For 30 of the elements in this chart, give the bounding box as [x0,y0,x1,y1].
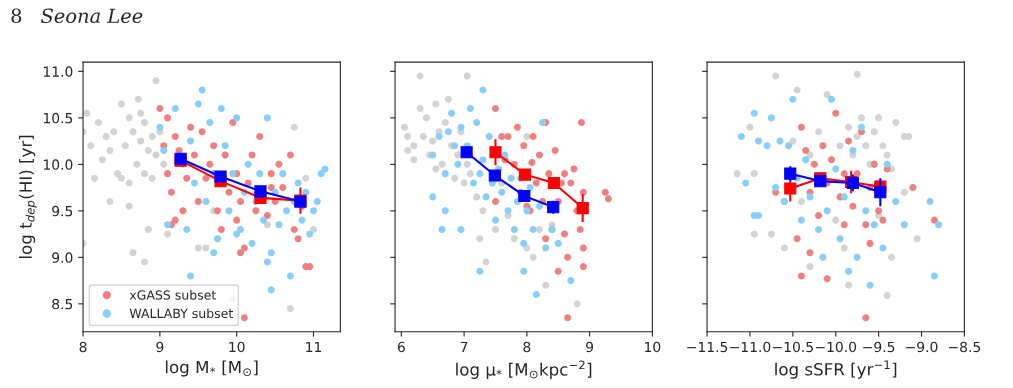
x-tick-label: −10.0 [815,341,857,353]
y-axis-title: log t$_{dep}$(HI) [yr] [19,135,37,259]
x-axis-title: log sSFR [yr$^{−1}$] [775,360,897,379]
y-tick-label: 8.5 [52,298,73,310]
x-tick-label: 8 [523,341,531,353]
x-tick-label: 6 [397,341,405,353]
legend-label: xGASS subset [129,290,216,300]
y-tick-label: 10.5 [43,112,73,124]
x-tick-label: 10 [229,341,245,353]
x-axis-title: log M$_{*}$ [M$_{⊙}$] [165,360,258,377]
y-tick-label: 10.0 [43,159,73,170]
y-tick-label: 9.5 [52,205,73,217]
text: Seona Lee [41,8,143,24]
x-tick-label: −9.5 [863,341,895,353]
x-tick-label: −10.5 [773,341,813,353]
x-tick-label: −9.0 [906,341,938,353]
x-tick-label: −8.5 [948,341,981,353]
x-tick-label: 9 [156,341,164,353]
x-tick-label: −11.5 [687,341,728,353]
x-tick-label: −11.0 [730,341,771,353]
x-tick-label: 8 [79,341,87,353]
y-tick-label: 9.0 [52,252,73,263]
legend-label: WALLABY subset [129,308,233,319]
x-tick-label: 11 [306,341,322,353]
x-axis-title: log μ$_{*}$ [M$_{⊙}$kpc$^{−2}$] [456,360,592,379]
y-tick-label: 11.0 [43,66,73,77]
x-tick-label: 7 [460,341,468,353]
x-tick-label: 9 [586,341,594,353]
x-tick-label: 10 [645,341,661,353]
text: 8 [11,8,22,24]
